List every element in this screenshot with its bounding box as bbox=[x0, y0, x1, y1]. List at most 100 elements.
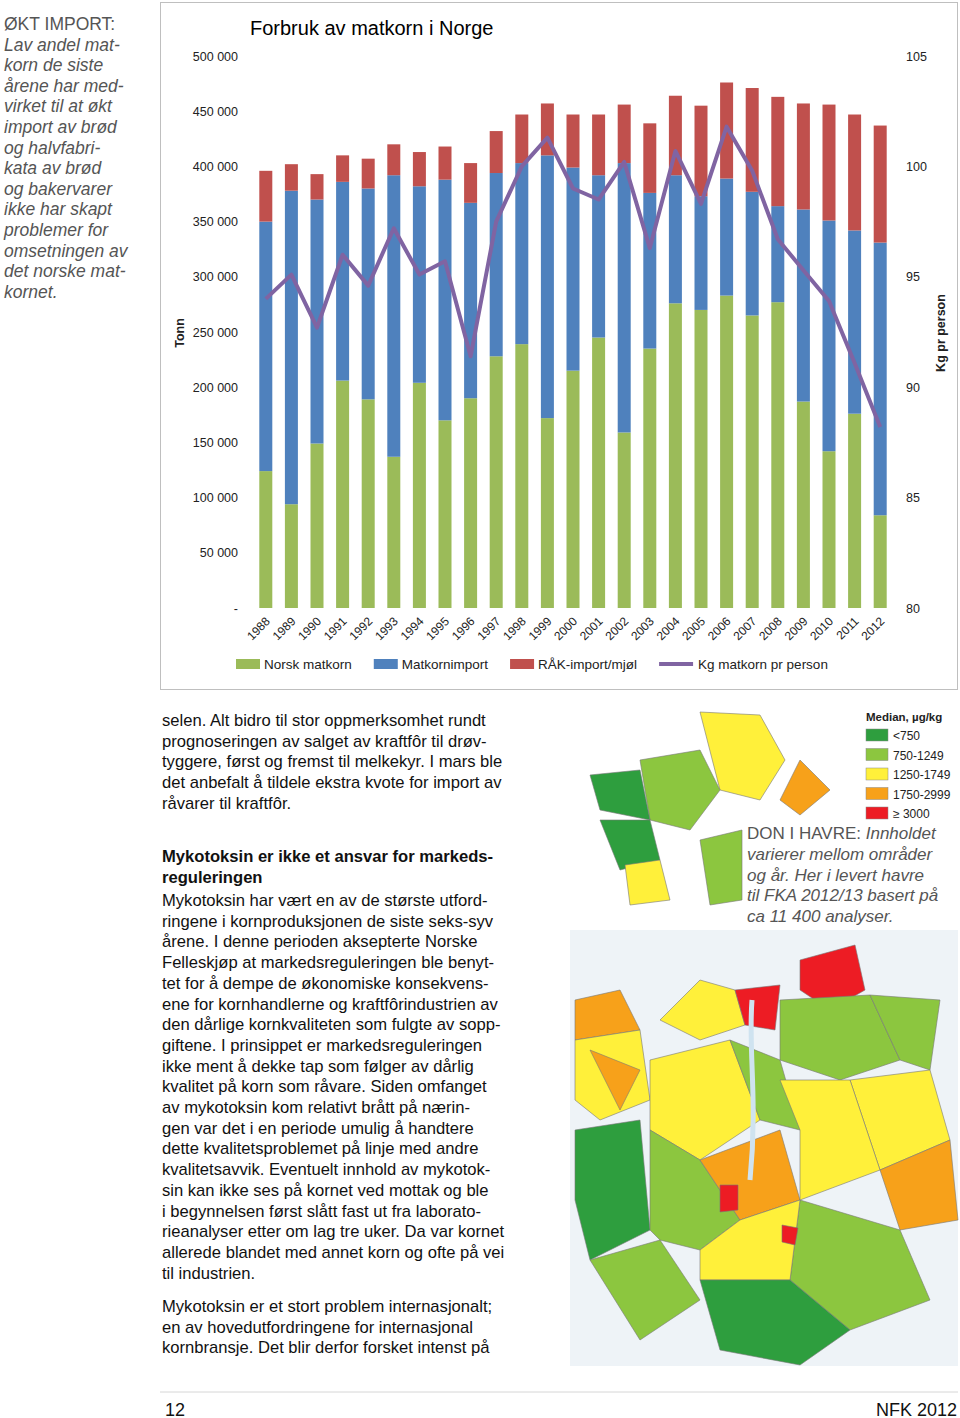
body-line: kornbransje. Det blir derfor forsket int… bbox=[162, 1338, 490, 1357]
bar bbox=[413, 186, 426, 383]
bar bbox=[464, 398, 477, 608]
bar bbox=[285, 191, 298, 505]
body-line: i begynnelsen først slått fast ut fra la… bbox=[162, 1202, 481, 1221]
map-region bbox=[590, 1050, 640, 1110]
map-region bbox=[575, 1120, 650, 1260]
bar bbox=[823, 451, 836, 608]
bar bbox=[592, 338, 605, 608]
bar bbox=[720, 179, 733, 296]
bar bbox=[746, 192, 759, 316]
bar bbox=[695, 196, 708, 310]
caption-line: årene har med- bbox=[4, 76, 124, 96]
legend-swatch bbox=[659, 662, 693, 666]
y-tick-label: 450 000 bbox=[193, 105, 238, 119]
page-number: 12 bbox=[165, 1400, 185, 1418]
page: Forbruk av matkorn i Norge-50 000100 000… bbox=[0, 0, 960, 1418]
bar bbox=[464, 203, 477, 398]
body-line: Mykotoksin har vært en av de største utf… bbox=[162, 891, 488, 910]
bar bbox=[387, 175, 400, 457]
body-line: sin kan ikke ses på kornet ved mottak og… bbox=[162, 1181, 489, 1200]
caption-line: det norske mat- bbox=[4, 261, 126, 281]
map-legend-swatch bbox=[866, 749, 888, 761]
caption-line: Lav andel mat- bbox=[4, 35, 120, 55]
body-line: ikke ment å dekke tap som følger av dårl… bbox=[162, 1057, 474, 1076]
y2-tick-label: 90 bbox=[906, 381, 920, 395]
chart-title: Forbruk av matkorn i Norge bbox=[250, 17, 493, 39]
map-background bbox=[570, 930, 958, 1366]
body-line: kvalitetsavvik. Eventuelt innhold av myk… bbox=[162, 1160, 490, 1179]
bar bbox=[618, 432, 631, 608]
bar bbox=[515, 115, 528, 164]
bar bbox=[490, 131, 503, 173]
legend-swatch bbox=[374, 659, 398, 669]
bar bbox=[643, 123, 656, 193]
y-tick bbox=[249, 332, 253, 333]
bar bbox=[848, 414, 861, 608]
caption-line: problemer for bbox=[3, 220, 109, 240]
map-legend-label: ≥ 3000 bbox=[893, 807, 930, 821]
y-tick bbox=[249, 276, 253, 277]
bar bbox=[874, 243, 887, 516]
map-legend-label: <750 bbox=[893, 729, 920, 743]
y-tick bbox=[249, 111, 253, 112]
map-region bbox=[700, 1280, 850, 1365]
map-legend-label: 750-1249 bbox=[893, 749, 944, 763]
y2-tick-label: 80 bbox=[906, 602, 920, 616]
x-tick-label: 1990 bbox=[295, 614, 324, 643]
body-line: allerede blandet med annet korn og ofte … bbox=[162, 1243, 504, 1262]
map-legend-label: 1250-1749 bbox=[893, 768, 951, 782]
body-line: dette kvalitetsproblemet på linje med an… bbox=[162, 1139, 478, 1158]
y-axis-title: Tonn bbox=[173, 318, 187, 348]
y-tick bbox=[249, 497, 253, 498]
legend-label: Matkornimport bbox=[402, 657, 489, 672]
bar bbox=[797, 402, 810, 608]
body-line: selen. Alt bidro til stor oppmerksomhet … bbox=[162, 711, 486, 730]
y2-tick-label: 105 bbox=[906, 50, 927, 64]
map-lake bbox=[750, 1000, 753, 1180]
bar bbox=[771, 302, 784, 608]
bar bbox=[362, 399, 375, 608]
body-line: det anbefalt å tildele ekstra kvote for … bbox=[162, 773, 502, 792]
map-caption-line: varierer mellom områder bbox=[747, 845, 933, 864]
y-tick bbox=[249, 166, 253, 167]
y-tick-label: 100 000 bbox=[193, 491, 238, 505]
body-line: den dårlige kornkvaliteten som fulgte av… bbox=[162, 1015, 501, 1034]
caption-line: kornet. bbox=[4, 282, 58, 302]
body-line: Felleskjøp at markedsreguleringen ble be… bbox=[162, 953, 494, 972]
y2-tick bbox=[893, 497, 897, 498]
x-tick-label: 2007 bbox=[731, 614, 760, 643]
map bbox=[570, 712, 958, 1366]
map-legend-swatch bbox=[866, 768, 888, 780]
bar bbox=[285, 504, 298, 608]
bar bbox=[336, 155, 349, 181]
x-tick-label: 1988 bbox=[244, 614, 273, 643]
x-tick-label: 1993 bbox=[372, 614, 401, 643]
bar bbox=[413, 152, 426, 186]
x-tick-label: 1999 bbox=[526, 614, 555, 643]
y-tick bbox=[249, 442, 253, 443]
map-caption-line: til FKA 2012/13 basert på bbox=[747, 886, 938, 905]
map-legend-swatch bbox=[866, 729, 888, 741]
heading-line: Mykotoksin er ikke et ansvar for markeds… bbox=[162, 847, 493, 866]
map-legend-swatch bbox=[866, 807, 888, 819]
map-region bbox=[640, 750, 720, 830]
caption-line: kata av brød bbox=[4, 158, 103, 178]
caption-line: ikke har skapt bbox=[4, 199, 113, 219]
x-tick-label: 2004 bbox=[654, 614, 683, 643]
body-line: til industrien. bbox=[162, 1264, 255, 1283]
map-region bbox=[590, 1240, 700, 1340]
body-line: årene. I denne perioden aksepterte Norsk… bbox=[162, 932, 477, 951]
y-tick bbox=[249, 221, 253, 222]
map-region bbox=[780, 760, 830, 815]
map-caption-line: DON I HAVRE: Innholdet bbox=[747, 824, 937, 843]
map-region bbox=[782, 1225, 798, 1245]
map-region bbox=[700, 1200, 800, 1280]
map-caption-title: DON I HAVRE: bbox=[747, 824, 866, 843]
x-tick-label: 2009 bbox=[782, 614, 811, 643]
y-tick-label: - bbox=[234, 602, 238, 616]
bar bbox=[746, 315, 759, 608]
y2-axis-title: Kg pr person bbox=[934, 294, 948, 372]
bar bbox=[797, 209, 810, 401]
x-tick-label: 2010 bbox=[807, 614, 836, 643]
bar bbox=[515, 163, 528, 344]
